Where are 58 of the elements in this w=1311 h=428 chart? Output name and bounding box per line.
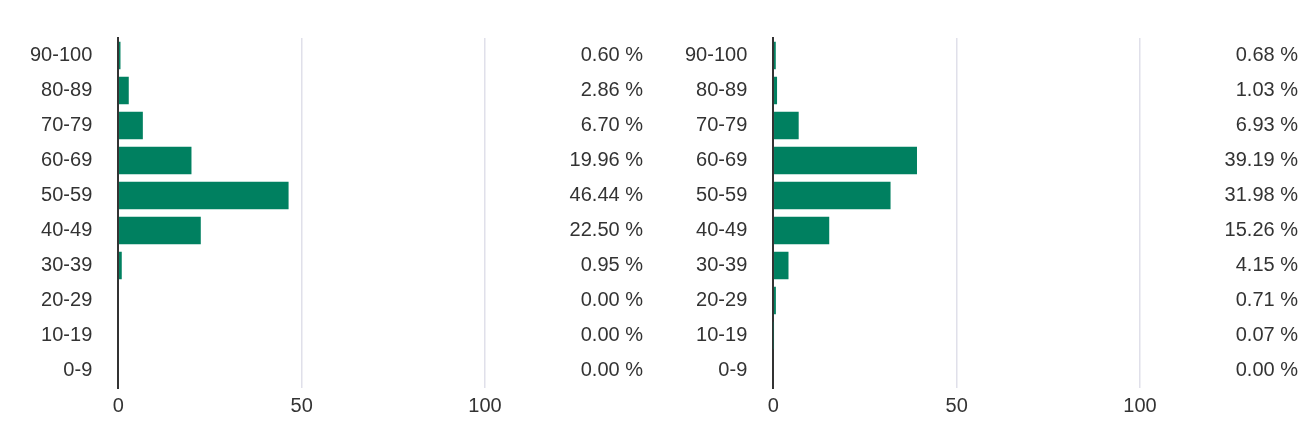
y-tick-label: 80-89 bbox=[41, 78, 93, 101]
data-label: 0.00 % bbox=[580, 323, 644, 346]
y-tick-label: 70-79 bbox=[41, 113, 93, 136]
data-label: 0.71 % bbox=[1235, 288, 1299, 311]
data-label: 0.60 % bbox=[580, 43, 644, 66]
bar bbox=[774, 76, 778, 105]
bar bbox=[774, 251, 789, 280]
x-tick-label: 0 bbox=[112, 393, 124, 416]
data-label: 0.00 % bbox=[1235, 358, 1299, 381]
y-tick-label: 50-59 bbox=[696, 183, 748, 206]
y-tick-label: 60-69 bbox=[696, 148, 748, 171]
bar bbox=[774, 181, 891, 210]
y-tick-label: 30-39 bbox=[41, 253, 93, 276]
y-tick-label: 40-49 bbox=[41, 218, 93, 241]
bar bbox=[119, 111, 143, 140]
data-label: 2.86 % bbox=[580, 78, 644, 101]
y-tick-label: 90-100 bbox=[29, 43, 93, 66]
data-label: 39.19 % bbox=[1224, 148, 1299, 171]
x-tick-label: 50 bbox=[290, 393, 313, 416]
bar bbox=[119, 216, 201, 245]
bar bbox=[774, 216, 830, 245]
y-tick-label: 20-29 bbox=[41, 288, 93, 311]
y-tick-label: 60-69 bbox=[41, 148, 93, 171]
data-label: 0.68 % bbox=[1235, 43, 1299, 66]
bar bbox=[774, 146, 917, 175]
data-label: 0.00 % bbox=[580, 358, 644, 381]
x-tick-label: 100 bbox=[1123, 393, 1157, 416]
y-tick-label: 20-29 bbox=[696, 288, 748, 311]
y-tick-label: 80-89 bbox=[696, 78, 748, 101]
x-tick-label: 50 bbox=[945, 393, 968, 416]
y-tick-label: 0-9 bbox=[718, 358, 748, 381]
bar bbox=[119, 76, 129, 105]
data-label: 1.03 % bbox=[1235, 78, 1299, 101]
y-tick-label: 10-19 bbox=[41, 323, 93, 346]
bar bbox=[774, 111, 799, 140]
y-tick-label: 40-49 bbox=[696, 218, 748, 241]
data-label: 0.07 % bbox=[1235, 323, 1299, 346]
data-label: 46.44 % bbox=[569, 183, 644, 206]
data-label: 15.26 % bbox=[1224, 218, 1299, 241]
bar bbox=[119, 181, 289, 210]
data-label: 6.93 % bbox=[1235, 113, 1299, 136]
x-tick-label: 100 bbox=[468, 393, 502, 416]
y-tick-label: 90-100 bbox=[684, 43, 748, 66]
bar bbox=[119, 146, 192, 175]
y-tick-label: 30-39 bbox=[696, 253, 748, 276]
data-label: 6.70 % bbox=[580, 113, 644, 136]
data-label: 22.50 % bbox=[569, 218, 644, 241]
data-label: 0.95 % bbox=[580, 253, 644, 276]
y-tick-label: 0-9 bbox=[63, 358, 93, 381]
data-label: 19.96 % bbox=[569, 148, 644, 171]
y-tick-label: 10-19 bbox=[696, 323, 748, 346]
bar bbox=[119, 251, 122, 280]
y-tick-label: 70-79 bbox=[696, 113, 748, 136]
data-label: 0.00 % bbox=[580, 288, 644, 311]
y-tick-label: 50-59 bbox=[41, 183, 93, 206]
data-label: 31.98 % bbox=[1224, 183, 1299, 206]
data-label: 4.15 % bbox=[1235, 253, 1299, 276]
x-tick-label: 0 bbox=[767, 393, 779, 416]
